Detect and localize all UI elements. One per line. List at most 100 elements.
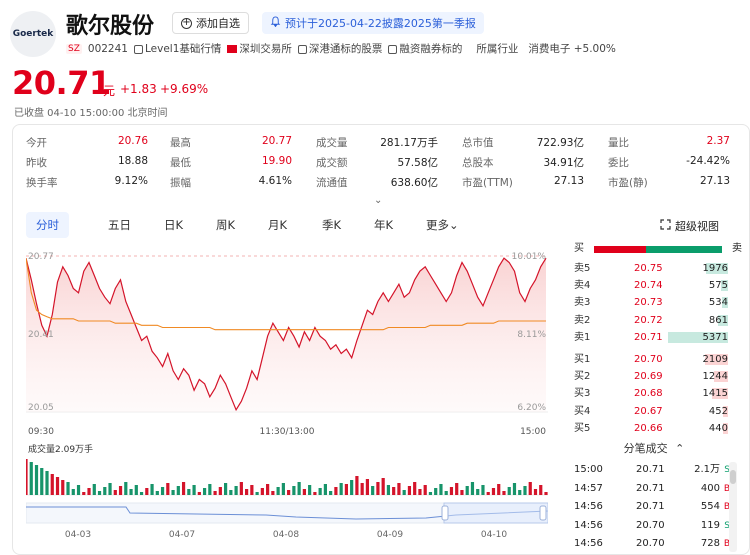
tick-volume: 119 — [700, 519, 720, 531]
volume-bar — [292, 486, 296, 495]
volume-bar — [705, 263, 728, 274]
connect-tag[interactable]: 深港通标的股票 — [297, 41, 383, 56]
volume-bar — [50, 474, 54, 495]
tab-2[interactable]: 日K — [164, 212, 183, 238]
exchange-name[interactable]: 深圳交易所 — [227, 41, 292, 56]
volume-bar — [339, 483, 343, 495]
sell-header: 买 — [574, 243, 584, 254]
level-price: 20.69 — [634, 371, 663, 383]
ask-row[interactable]: 卖1 20.71 5371 — [574, 329, 742, 346]
bid-row[interactable]: 买3 20.68 1415 — [574, 385, 742, 402]
level-price: 20.72 — [634, 314, 663, 326]
company-logo: Goertek — [10, 11, 56, 57]
volume-bar — [397, 483, 401, 495]
connect-label: 深港通标的股票 — [308, 43, 383, 55]
ask-row[interactable]: 卖4 20.74 575 — [574, 277, 742, 294]
ask-row[interactable]: 卖5 20.75 1976 — [574, 260, 742, 277]
volume-bar — [160, 487, 165, 495]
level-price: 20.71 — [634, 331, 663, 343]
stat-value: 57.58亿 — [397, 157, 438, 169]
stats-row: 昨收 18.88 最低 19.90 成交额 57.58亿 总股本 34.91亿 委比 -24.42… — [26, 155, 738, 175]
level-label: 卖2 — [574, 314, 591, 326]
tick-direction: S — [724, 465, 730, 475]
volume-bar — [61, 480, 65, 495]
tab-5[interactable]: 季K — [322, 212, 341, 238]
bid-row[interactable]: 买4 20.67 452 — [574, 403, 742, 420]
earnings-notice-button[interactable]: 预计于2025-04-22披露2025第一季报 — [262, 12, 484, 34]
stat-label: 成交量 — [316, 137, 348, 149]
stat-label: 量比 — [608, 137, 629, 149]
y-label-mid: 20.41 — [28, 330, 54, 340]
tab-4[interactable]: 月K — [268, 212, 287, 238]
ticks-scrollbar[interactable] — [729, 462, 737, 552]
stat-label: 市盈(TTM) — [462, 177, 513, 189]
level-volume: 575 — [708, 280, 728, 292]
volume-bar — [281, 483, 285, 495]
volume-bar — [360, 483, 364, 495]
volume-bar — [365, 479, 370, 495]
tick-volume: 400 — [700, 482, 720, 494]
volume-bar — [308, 485, 312, 495]
tab-label: 月K — [268, 218, 288, 232]
level-label: 买3 — [574, 388, 591, 400]
bid-row[interactable]: 买5 20.66 440 — [574, 420, 742, 437]
tick-row: 14:56 20.70 728 B — [574, 535, 734, 553]
connect-icon — [297, 44, 307, 54]
price-change: +1.83 — [120, 82, 157, 96]
expand-stats-chevron-icon[interactable]: ⌄ — [374, 195, 383, 206]
ask-row[interactable]: 卖3 20.73 534 — [574, 294, 742, 311]
super-chart-button[interactable]: 超级视图 — [660, 218, 719, 234]
tick-trades-header[interactable]: 分笔成交 ⌃ — [574, 440, 734, 458]
tab-3[interactable]: 周K — [216, 212, 235, 238]
stats-row: 换手率 9.12% 振幅 4.61% 流通值 638.60亿 市盈(TTM) 27.13 市盈(… — [26, 175, 738, 195]
intraday-chart[interactable]: 20.77 20.41 20.05 10.01% 8.11% 6.20% 09:30 11:3… — [26, 248, 548, 548]
tick-volume: 2.1万 — [694, 464, 720, 475]
level-volume: 1976 — [702, 263, 728, 274]
earnings-notice-label: 预计于2025-04-22披露2025第一季报 — [285, 17, 476, 30]
volume-bar — [518, 490, 522, 495]
y-right-label-bottom: 6.20% — [517, 403, 546, 413]
level1-tag[interactable]: Level1基础行情 — [133, 41, 221, 56]
ticks-scroll-thumb[interactable] — [730, 470, 736, 484]
tab-0[interactable]: 分时 — [26, 212, 69, 238]
volume-bar — [250, 485, 254, 495]
bid-row[interactable]: 买1 20.70 2109 — [574, 351, 742, 368]
volume-bar — [449, 487, 454, 495]
tick-row: 14:57 20.71 400 B — [574, 480, 734, 498]
volume-bar — [714, 371, 728, 383]
tab-6[interactable]: 年K — [374, 212, 393, 238]
volume-bar — [460, 490, 464, 495]
ask-row[interactable]: 卖2 20.72 861 — [574, 312, 742, 329]
buy-ratio-bar — [594, 246, 646, 253]
volume-bar — [413, 482, 417, 495]
stat-label: 流通值 — [316, 177, 348, 189]
stat-label: 总股本 — [462, 157, 494, 169]
volume-bar — [502, 491, 506, 495]
y-label-bottom: 20.05 — [28, 403, 54, 413]
china-flag-icon — [227, 45, 238, 53]
bid-row[interactable]: 买2 20.69 1244 — [574, 368, 742, 385]
tab-7[interactable]: 更多⌄ — [426, 212, 459, 238]
volume-bar — [704, 354, 728, 365]
stat-label: 最低 — [170, 157, 191, 169]
volume-bar — [313, 492, 317, 495]
margin-tag[interactable]: 融资融券标的 — [388, 41, 462, 56]
volume-bar — [129, 489, 133, 495]
industry-link[interactable]: 消费电子 +5.00% — [528, 43, 616, 55]
level-label: 卖4 — [574, 280, 591, 292]
tick-row: 15:00 20.71 2.1万 S — [574, 461, 734, 479]
tick-direction: B — [723, 483, 730, 494]
volume-bar — [260, 488, 264, 495]
tick-row: 14:56 20.70 119 S — [574, 517, 734, 535]
overview-date: 04-10 — [481, 530, 507, 540]
add-watchlist-button[interactable]: + 添加自选 — [172, 12, 249, 34]
volume-bar — [544, 492, 548, 495]
volume-bar — [723, 422, 728, 434]
volume-bar — [402, 490, 406, 495]
book-header: 买卖 — [574, 240, 742, 257]
volume-bar — [344, 484, 349, 495]
tab-label: 年K — [374, 218, 394, 232]
industry-label: 所属行业 — [476, 43, 519, 55]
tab-1[interactable]: 五日 — [108, 212, 131, 238]
volume-bar — [202, 488, 207, 495]
